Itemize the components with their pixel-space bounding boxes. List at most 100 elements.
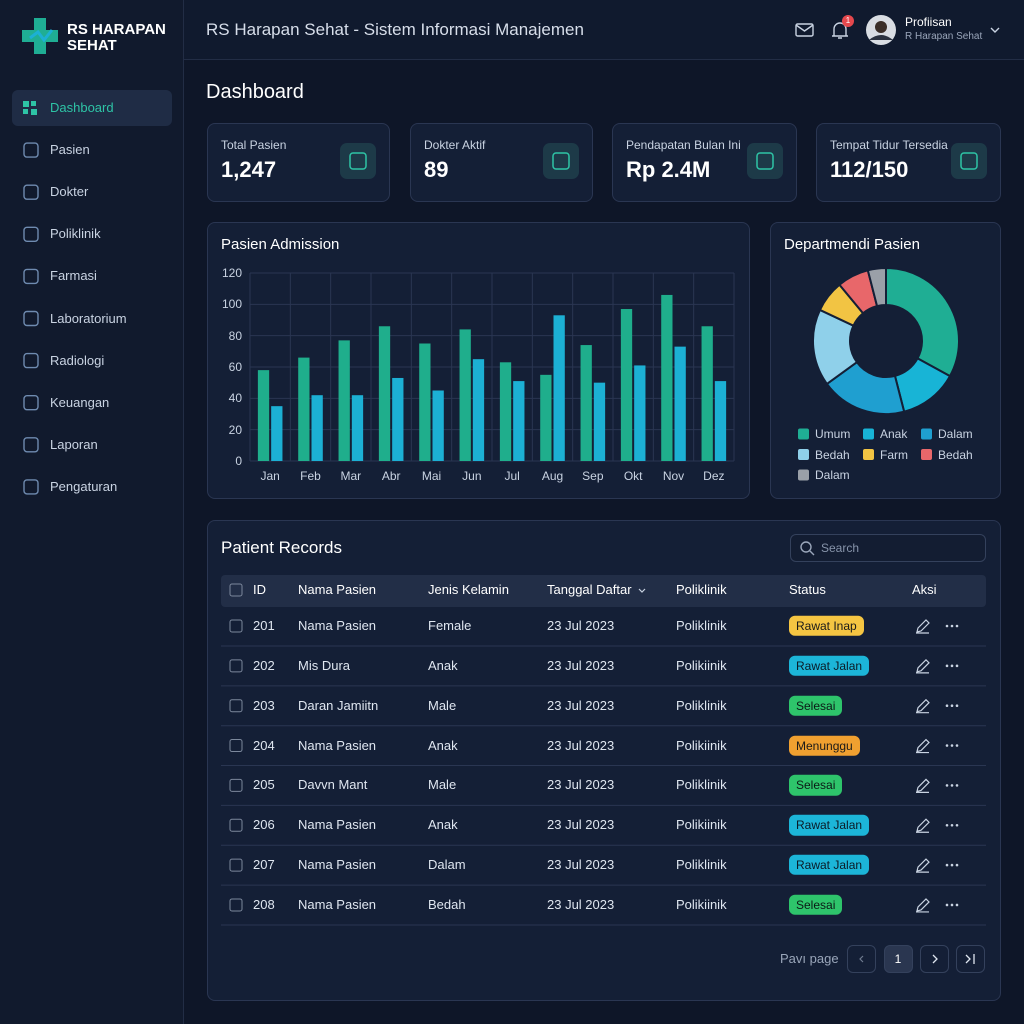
table-cell: Daran Jamiitn — [298, 697, 379, 713]
nav-item[interactable]: Farmasi — [50, 268, 97, 284]
checkbox[interactable] — [229, 699, 243, 713]
more-icon[interactable] — [950, 903, 954, 907]
bar — [634, 365, 646, 461]
table-cell: Polikiinik — [676, 897, 727, 913]
chevron[interactable] — [990, 27, 1000, 33]
bar — [419, 343, 431, 461]
edit-icon[interactable] — [916, 619, 930, 634]
table-header — [221, 575, 986, 607]
edit-icon[interactable] — [916, 659, 930, 674]
more-icon[interactable] — [950, 784, 954, 787]
legend-label: Dalam — [815, 467, 850, 482]
nav-item[interactable]: Pengaturan — [50, 479, 118, 495]
checkbox[interactable] — [229, 659, 243, 673]
nav-item[interactable]: Laboratorium — [50, 310, 127, 326]
more-icon[interactable] — [950, 823, 954, 827]
stat-icon — [960, 152, 978, 170]
more-icon[interactable] — [945, 863, 949, 867]
nav-item[interactable]: Pasien — [50, 142, 90, 158]
edit-icon[interactable] — [916, 698, 930, 714]
nav-icon — [23, 184, 39, 200]
more-icon[interactable] — [955, 624, 959, 628]
column-header: ID — [253, 582, 266, 598]
pie-slice — [885, 266, 960, 378]
edit-icon[interactable] — [916, 818, 930, 833]
more-icon[interactable] — [950, 704, 954, 707]
user-org: R Harapan Sehat — [905, 31, 983, 42]
table-cell: Polikiinik — [676, 658, 727, 674]
nav-icon — [31, 101, 36, 106]
pie-slice — [866, 266, 887, 308]
nav-icon — [31, 109, 37, 115]
bar — [298, 357, 310, 461]
more-icon[interactable] — [950, 624, 954, 628]
x-tick-label: Abr — [381, 468, 401, 483]
bar — [513, 381, 525, 461]
edit-icon[interactable] — [916, 778, 930, 793]
more-icon[interactable] — [955, 863, 959, 867]
more-icon[interactable] — [955, 823, 959, 827]
stat-value: 112/150 — [830, 156, 909, 182]
x-tick-label: Jun — [462, 468, 482, 483]
nav-icon — [23, 352, 39, 369]
more-icon[interactable] — [955, 744, 959, 747]
edit-icon[interactable] — [916, 858, 930, 873]
bar — [661, 294, 673, 461]
edit-icon[interactable] — [916, 898, 930, 913]
table-cell: Nama Pasien — [298, 618, 377, 634]
active-nav[interactable] — [12, 90, 172, 126]
checkbox[interactable] — [229, 898, 243, 912]
bar — [472, 359, 485, 461]
more-icon[interactable] — [945, 744, 949, 747]
table-cell: 203 — [253, 697, 275, 713]
nav-item[interactable]: Keuangan — [50, 394, 110, 410]
table-cell: Poliklinik — [676, 618, 727, 634]
nav-icon — [23, 437, 39, 453]
checkbox[interactable] — [229, 858, 243, 872]
column-header: Aksi — [912, 582, 937, 598]
mail-icon[interactable] — [795, 23, 814, 37]
bar — [459, 329, 471, 461]
nav-item[interactable]: Poliklinik — [50, 226, 101, 242]
more-icon[interactable] — [950, 664, 954, 668]
search-box[interactable] — [790, 534, 986, 562]
checkbox[interactable] — [229, 778, 243, 792]
table-cell: 207 — [253, 857, 275, 873]
legend-label: Bedah — [815, 447, 850, 462]
checkbox[interactable] — [229, 739, 243, 753]
nav-item[interactable]: Dokter — [50, 184, 89, 200]
column-header[interactable]: Tanggal Daftar — [547, 582, 632, 598]
more-icon[interactable] — [950, 863, 954, 867]
nav-item[interactable]: Radiologi — [50, 352, 105, 368]
page-button[interactable] — [847, 945, 876, 973]
more-icon[interactable] — [955, 903, 959, 907]
pagination-label: Pavı page — [780, 951, 839, 967]
more-icon[interactable] — [945, 823, 949, 827]
checkbox[interactable] — [229, 818, 243, 832]
nav-item[interactable]: Laporan — [50, 437, 98, 452]
page-number[interactable]: 1 — [894, 951, 902, 966]
page-button[interactable] — [920, 945, 949, 973]
table-cell: Male — [428, 777, 457, 793]
status-badge: Selesai — [789, 894, 843, 916]
page-button[interactable] — [884, 945, 913, 973]
search-placeholder[interactable]: Search — [821, 540, 860, 555]
checkbox[interactable] — [229, 583, 243, 597]
table-cell: 23 Jul 2023 — [547, 658, 615, 674]
more-icon[interactable] — [945, 664, 949, 668]
table-cell: 23 Jul 2023 — [547, 737, 615, 753]
more-icon[interactable] — [955, 664, 959, 668]
more-icon[interactable] — [950, 744, 954, 747]
edit-icon[interactable] — [916, 738, 930, 754]
checkbox[interactable] — [229, 619, 243, 633]
nav-item[interactable]: Dashboard — [50, 100, 114, 116]
more-icon[interactable] — [945, 784, 949, 787]
more-icon[interactable] — [955, 784, 959, 787]
more-icon[interactable] — [955, 704, 959, 707]
more-icon[interactable] — [945, 903, 949, 907]
x-tick-label: Jan — [260, 468, 280, 483]
more-icon[interactable] — [945, 704, 949, 707]
more-icon[interactable] — [945, 624, 949, 628]
nav-icon — [23, 101, 29, 107]
